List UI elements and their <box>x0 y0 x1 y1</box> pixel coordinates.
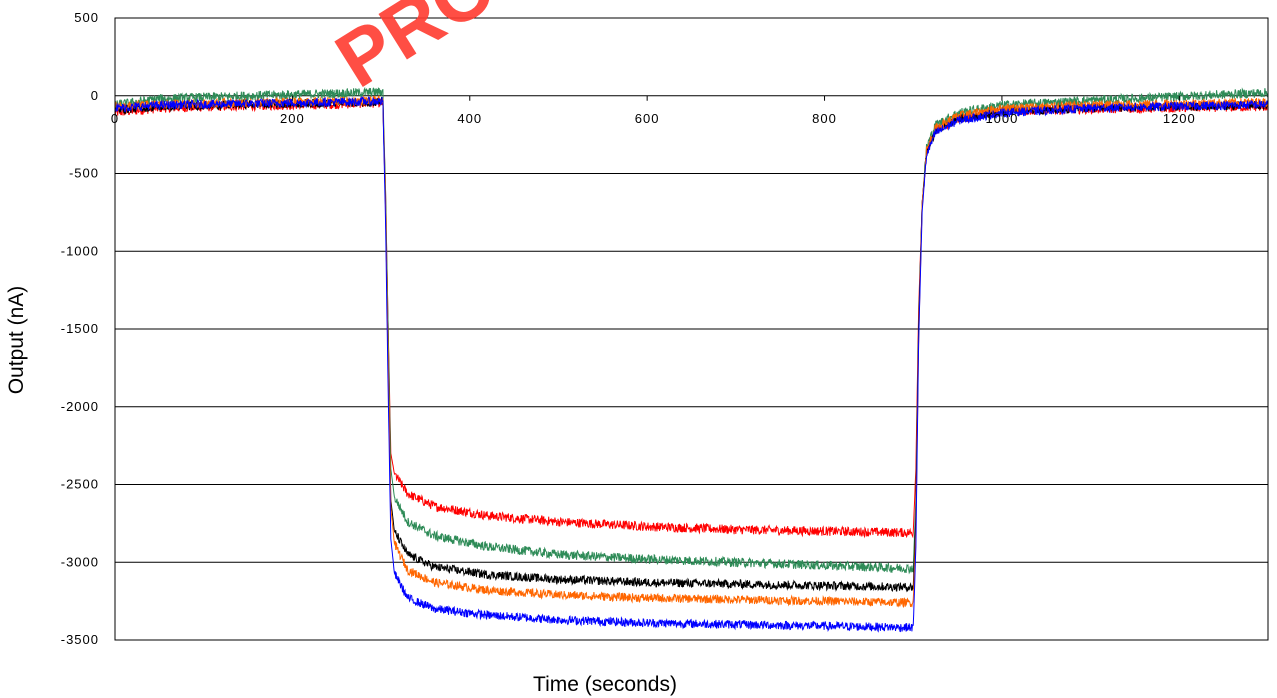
x-tick-label: 400 <box>457 111 482 126</box>
y-tick-label: -2500 <box>61 477 99 492</box>
x-tick-label: 800 <box>812 111 837 126</box>
x-tick-label: 600 <box>635 111 660 126</box>
x-tick-label: 1200 <box>1163 111 1196 126</box>
series-line-2 <box>114 96 1269 593</box>
tick-labels: 500 0 -500 -1000 -1500 -2000 -2500 -3000 -3500 0 2… <box>61 10 1196 647</box>
y-tick-label: -1000 <box>61 243 99 258</box>
axes <box>114 17 1269 641</box>
y-tick-label: -3500 <box>61 632 99 647</box>
y-tick-label: -3000 <box>61 554 99 569</box>
y-axis-title: Output (nA) <box>5 286 28 395</box>
series-line-4 <box>114 95 1269 633</box>
y-tick-label: 500 <box>74 10 99 25</box>
plot-frame <box>114 17 1269 641</box>
y-tick-label: -1500 <box>61 321 99 336</box>
series-line-0 <box>114 96 1269 539</box>
y-tick-label: -2000 <box>61 399 99 414</box>
series-group <box>114 86 1269 633</box>
x-tick-label: 1000 <box>985 111 1018 126</box>
watermark: PRO <box>321 0 511 104</box>
y-tick-label: 0 <box>91 88 99 103</box>
series-line-1 <box>114 86 1269 575</box>
x-tick-label: 0 <box>111 111 119 126</box>
y-tick-label: -500 <box>69 166 99 181</box>
x-tick-label: 200 <box>280 111 305 126</box>
x-axis-title: Time (seconds) <box>533 673 677 696</box>
